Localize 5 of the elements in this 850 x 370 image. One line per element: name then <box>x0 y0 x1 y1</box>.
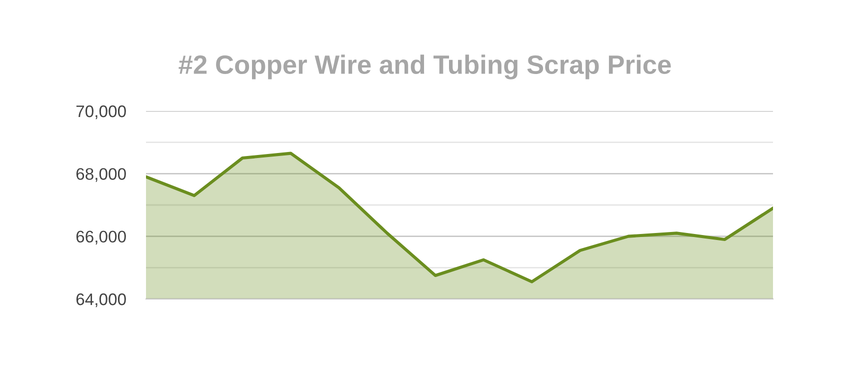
chart-title: #2 Copper Wire and Tubing Scrap Price <box>178 54 671 80</box>
y-tick-label: 70,000 <box>76 105 126 120</box>
y-tick-label: 66,000 <box>76 230 126 245</box>
y-tick-label: 64,000 <box>76 293 126 308</box>
y-tick-label: 68,000 <box>76 168 126 182</box>
